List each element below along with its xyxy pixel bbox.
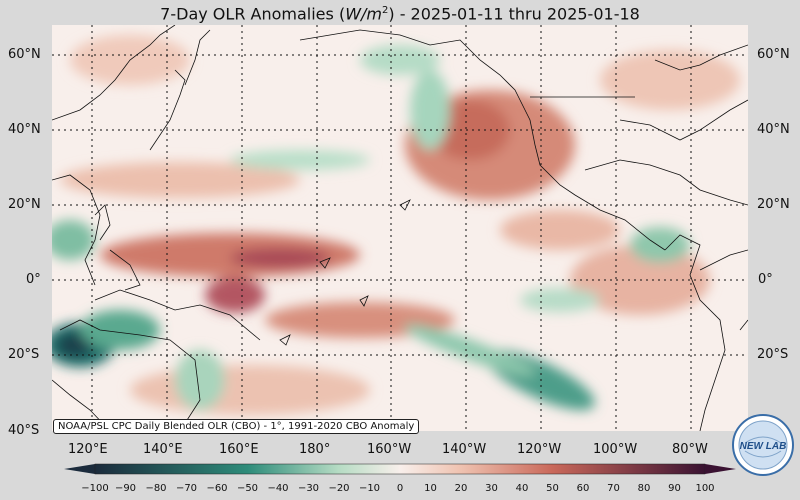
lat-label-left: 20°N [8,197,41,212]
title-prefix: 7-Day OLR Anomalies ( [160,4,346,24]
lat-label-right: 40°N [757,122,790,137]
lat-label-right: 20°N [757,197,790,212]
colorbar-tick-label: −40 [267,483,289,494]
colorbar-tick-label: −20 [328,483,350,494]
colorbar-max-extension [705,464,736,474]
lat-label-right: 0° [758,272,773,287]
lon-label: 80°W [672,442,708,457]
lon-label: 140°E [143,442,183,457]
data-source-credit: NOAA/PSL CPC Daily Blended OLR (CBO) - 1… [53,419,420,434]
anomaly-field [52,25,748,431]
colorbar-gradient [94,463,706,475]
title-suffix: ) - 2025-01-11 thru 2025-01-18 [388,4,640,24]
title-units: W/m [345,4,382,24]
lon-label: 180° [299,442,331,457]
colorbar-tick-label: 70 [607,483,620,494]
colorbar-tick-label: −60 [206,483,228,494]
colorbar-min-extension [64,464,95,474]
colorbar-tick-label: 0 [396,483,404,494]
lon-label: 100°W [593,442,638,457]
graticule [52,25,748,431]
lat-label-left: 40°N [8,122,41,137]
lon-label: 120°E [68,442,108,457]
colorbar-tick-label: −10 [358,483,381,494]
colorbar-tick-label: 100 [695,483,715,494]
lon-label: 140°W [442,442,487,457]
colorbar-tick-label: 40 [515,483,529,494]
lat-label-left: 40°S [8,423,40,438]
lon-label: 120°W [517,442,562,457]
colorbar-tick-label: 60 [576,483,590,494]
colorbar-tick-label: −80 [145,483,167,494]
logo-text: NEW LAB [740,441,787,452]
colorbar-tick-label: −90 [114,483,137,494]
lat-label-right: 20°S [757,347,789,362]
colorbar-tick-label: 20 [454,483,468,494]
lat-label-right: 60°N [757,47,790,62]
colorbar-tick-label: 80 [637,483,651,494]
coastlines [52,25,748,431]
lat-label-left: 60°N [8,47,41,62]
colorbar-tick-label: 90 [668,483,681,494]
colorbar-tick-label: −30 [297,483,320,494]
colorbar-tick-label: 30 [485,483,498,494]
map-title: 7-Day OLR Anomalies (W/m2) - 2025-01-11 … [0,0,800,24]
lat-label-left: 0° [26,272,41,287]
colorbar-tick-label: 10 [424,483,437,494]
colorbar [64,463,736,475]
lat-label-left: 20°S [8,347,40,362]
lab-logo-icon: NEW LAB [732,414,794,476]
lon-label: 160°E [219,442,259,457]
olr-anomaly-map [52,25,748,431]
colorbar-tick-label: −100 [81,483,109,494]
colorbar-tick-label: 50 [546,483,559,494]
colorbar-tick-label: −70 [175,483,198,494]
lon-label: 160°W [367,442,412,457]
title-units-exponent: 2 [381,5,389,16]
colorbar-tick-label: −50 [236,483,259,494]
